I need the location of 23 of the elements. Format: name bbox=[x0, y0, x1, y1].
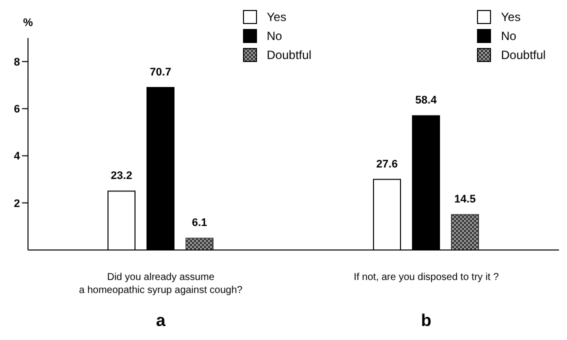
bar bbox=[451, 214, 479, 250]
text: Doubtful bbox=[501, 48, 546, 62]
text: b bbox=[421, 311, 432, 330]
y-tick-label: 4 bbox=[14, 150, 21, 163]
legend-label: No bbox=[266, 28, 282, 42]
annotation: 14.5 bbox=[454, 194, 476, 206]
annotation: 70.7 bbox=[150, 66, 172, 78]
y-axis-title: % bbox=[23, 17, 34, 29]
annotation: 58.4 bbox=[415, 94, 438, 107]
legend-label: Yes bbox=[266, 10, 286, 24]
y-tick-label: 2 bbox=[14, 198, 20, 210]
text: No bbox=[501, 28, 516, 42]
x-tick-label: If not, are you disposed to try it ? bbox=[354, 272, 500, 283]
text: Yes bbox=[501, 10, 521, 24]
y-tick-label: 8 bbox=[14, 56, 20, 68]
annotation: 27.6 bbox=[376, 158, 398, 170]
legend-label: Doubtful bbox=[266, 48, 312, 62]
text: a bbox=[156, 311, 166, 330]
annotation: 23.2 bbox=[110, 170, 132, 182]
x-tick-label: Did you already assume a homeopathic syrup against cough? bbox=[79, 272, 243, 296]
annotation: 6.1 bbox=[192, 217, 208, 230]
bar bbox=[186, 238, 214, 250]
y-tick-label: 6 bbox=[14, 104, 20, 116]
